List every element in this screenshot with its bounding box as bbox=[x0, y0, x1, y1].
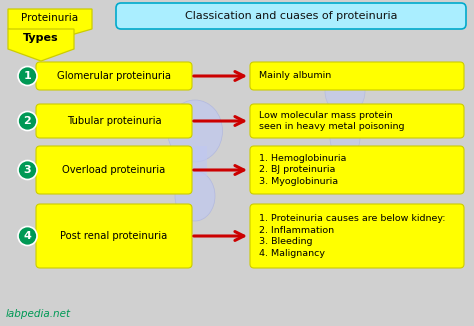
Ellipse shape bbox=[175, 171, 215, 221]
Text: labpedia.net: labpedia.net bbox=[6, 309, 71, 319]
Text: Types: Types bbox=[23, 33, 59, 43]
Circle shape bbox=[18, 111, 37, 130]
Bar bbox=[335, 104, 355, 126]
Text: 3: 3 bbox=[24, 165, 31, 175]
Text: Tubular proteinuria: Tubular proteinuria bbox=[67, 116, 161, 126]
Circle shape bbox=[18, 67, 37, 85]
FancyBboxPatch shape bbox=[250, 204, 464, 268]
FancyBboxPatch shape bbox=[36, 104, 192, 138]
Text: Classication and cuases of proteinuria: Classication and cuases of proteinuria bbox=[185, 11, 397, 21]
Polygon shape bbox=[8, 9, 92, 41]
Text: 1. Hemoglobinuria
2. BJ proteinuria
3. Myoglobinuria: 1. Hemoglobinuria 2. BJ proteinuria 3. M… bbox=[259, 154, 346, 186]
FancyBboxPatch shape bbox=[36, 204, 192, 268]
Text: Post renal proteinuria: Post renal proteinuria bbox=[60, 231, 168, 241]
Circle shape bbox=[18, 160, 37, 180]
Text: Overload proteinuria: Overload proteinuria bbox=[63, 165, 165, 175]
Ellipse shape bbox=[167, 100, 222, 162]
Text: 4: 4 bbox=[24, 231, 31, 241]
FancyBboxPatch shape bbox=[36, 62, 192, 90]
Text: 1. Proteinuria causes are below kidney:
2. Inflammation
3. Bleeding
4. Malignanc: 1. Proteinuria causes are below kidney: … bbox=[259, 214, 446, 258]
FancyBboxPatch shape bbox=[250, 104, 464, 138]
Text: Proteinuria: Proteinuria bbox=[21, 13, 79, 23]
Polygon shape bbox=[8, 29, 74, 61]
Text: Glomerular proteinuria: Glomerular proteinuria bbox=[57, 71, 171, 81]
Text: Low molecular mass protein
seen in heavy metal poisoning: Low molecular mass protein seen in heavy… bbox=[259, 111, 404, 131]
FancyBboxPatch shape bbox=[250, 146, 464, 194]
Text: 1: 1 bbox=[24, 71, 31, 81]
Ellipse shape bbox=[325, 67, 365, 115]
FancyBboxPatch shape bbox=[116, 3, 466, 29]
FancyBboxPatch shape bbox=[36, 146, 192, 194]
Bar bbox=[183, 146, 207, 176]
FancyBboxPatch shape bbox=[250, 62, 464, 90]
Text: 2: 2 bbox=[24, 116, 31, 126]
Circle shape bbox=[18, 227, 37, 245]
Text: Mainly albumin: Mainly albumin bbox=[259, 71, 331, 81]
Ellipse shape bbox=[330, 118, 360, 158]
